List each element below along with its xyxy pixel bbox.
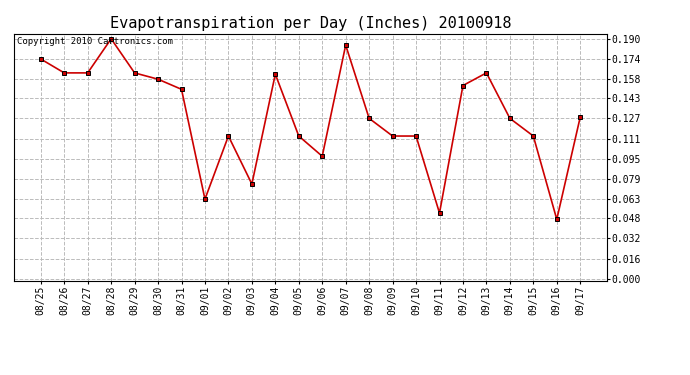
Text: Copyright 2010 Cartronics.com: Copyright 2010 Cartronics.com <box>17 38 172 46</box>
Title: Evapotranspiration per Day (Inches) 20100918: Evapotranspiration per Day (Inches) 2010… <box>110 16 511 31</box>
